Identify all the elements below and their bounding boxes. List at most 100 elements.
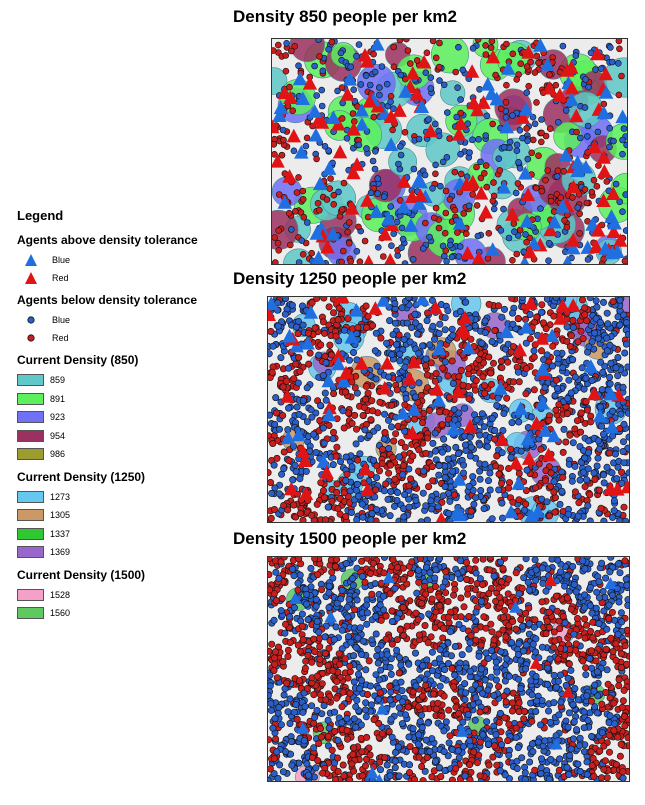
agent-dot-red — [432, 204, 440, 212]
agent-dot-red — [450, 591, 458, 599]
agent-dot-red — [615, 39, 623, 45]
agent-triangle-red — [466, 95, 481, 110]
agent-dot-red — [502, 698, 510, 706]
agent-dot-blue — [324, 716, 332, 724]
agent-dot-red — [296, 510, 304, 518]
agent-triangle-red — [357, 48, 373, 62]
agent-dot-blue — [545, 239, 553, 247]
agent-dot-blue — [515, 640, 523, 648]
agent-dot-red — [287, 47, 295, 55]
agent-dot-blue — [412, 319, 420, 327]
agent-dot-red — [590, 176, 598, 184]
agent-dot-blue — [312, 595, 320, 603]
agent-triangle-blue — [312, 176, 328, 191]
agent-dot-red — [596, 747, 604, 755]
agent-dot-blue — [307, 406, 315, 414]
agent-dot-blue — [286, 695, 294, 703]
agent-dot-red — [293, 715, 301, 723]
agent-dot-blue — [546, 655, 554, 663]
agent-dot-red — [612, 640, 620, 648]
agent-dot-red — [290, 501, 298, 509]
agent-triangle-red — [282, 169, 297, 183]
agent-dot-blue — [394, 489, 402, 497]
agent-dot-blue — [611, 450, 619, 458]
agent-dot-blue — [531, 557, 539, 564]
agent-dot-blue — [315, 39, 322, 43]
agent-dot-red — [376, 398, 384, 406]
agent-dot-blue — [455, 409, 463, 417]
agent-dot-red — [317, 479, 325, 487]
agent-dot-red — [472, 557, 480, 564]
agent-dot-red — [419, 419, 427, 427]
agent-dot-red — [504, 590, 512, 598]
agent-dot-blue — [277, 354, 285, 362]
agent-dot-red — [393, 386, 401, 394]
agent-dot-red — [391, 475, 399, 483]
agent-dot-blue — [591, 329, 599, 337]
agent-dot-blue — [599, 430, 607, 438]
agent-dot-red — [586, 491, 594, 499]
agent-dot-blue — [592, 297, 600, 305]
agent-dot-red — [451, 206, 459, 214]
agent-dot-blue — [498, 741, 506, 749]
agent-dot-red — [296, 677, 304, 685]
agent-dot-red — [272, 735, 280, 743]
agent-dot-red — [435, 224, 443, 232]
agent-dot-red — [415, 446, 423, 454]
agent-dot-blue — [441, 326, 449, 334]
agent-dot-blue — [538, 643, 546, 651]
agent-dot-red — [491, 435, 499, 443]
agent-dot-blue — [373, 474, 381, 482]
agent-dot-blue — [437, 182, 444, 190]
agent-dot-blue — [614, 59, 622, 67]
agent-dot-blue — [320, 439, 328, 447]
agent-dot-blue — [478, 410, 486, 418]
agent-dot-blue — [428, 648, 436, 656]
agent-dot-blue — [363, 145, 370, 152]
agent-dot-blue — [554, 557, 562, 564]
agent-triangle-blue — [518, 166, 533, 180]
agent-dot-red — [460, 603, 468, 611]
agent-dot-blue — [594, 454, 602, 462]
agent-dot-red — [415, 753, 423, 761]
agent-dot-red — [414, 616, 422, 624]
agent-dot-red — [313, 155, 320, 163]
agent-triangle-red — [534, 331, 550, 345]
agent-dot-red — [487, 369, 495, 377]
agent-dot-blue — [583, 476, 591, 484]
agent-dot-red — [369, 407, 377, 415]
agent-dot-red — [438, 421, 446, 429]
agent-dot-red — [543, 617, 551, 625]
agent-dot-red — [535, 460, 543, 468]
agent-triangle-red — [508, 455, 524, 470]
agent-dot-blue — [462, 298, 470, 306]
agent-dot-blue — [362, 72, 370, 80]
agent-dot-red — [385, 469, 393, 477]
agent-dot-blue — [508, 419, 516, 427]
agent-dot-red — [618, 468, 626, 476]
agent-dot-red — [495, 302, 503, 310]
agent-dot-blue — [321, 389, 329, 397]
agent-dot-blue — [444, 660, 452, 668]
agent-triangle-blue — [282, 328, 297, 343]
agent-dot-red — [343, 470, 351, 478]
agent-dot-blue — [610, 497, 618, 505]
agent-dot-blue — [313, 707, 321, 715]
agent-dot-blue — [362, 706, 370, 714]
agent-dot-red — [325, 644, 333, 652]
agent-dot-blue — [341, 326, 349, 334]
agent-dot-blue — [517, 447, 525, 455]
agent-dot-blue — [422, 736, 430, 744]
agent-triangle-red — [463, 419, 478, 433]
agent-dot-blue — [367, 516, 375, 522]
agent-dot-blue — [578, 364, 586, 372]
agent-dot-red — [395, 669, 403, 677]
agent-dot-red — [430, 214, 438, 222]
agent-dot-blue — [388, 242, 395, 249]
agent-dot-red — [504, 358, 512, 366]
agent-dot-blue — [286, 613, 294, 621]
agent-dot-red — [316, 643, 324, 651]
agent-dot-red — [571, 488, 579, 496]
agent-dot-blue — [600, 471, 608, 479]
agent-dot-red — [485, 300, 493, 308]
